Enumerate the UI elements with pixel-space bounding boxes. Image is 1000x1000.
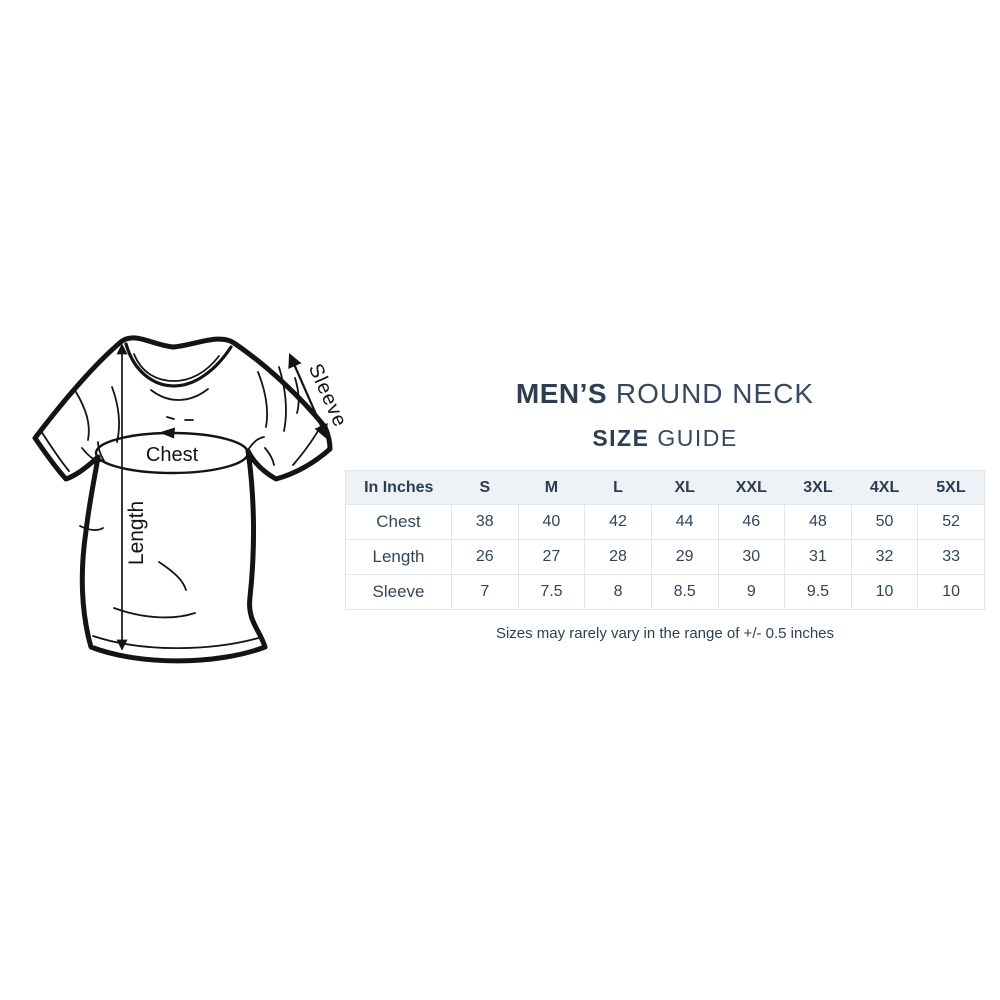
title-product-type: ROUND NECK	[615, 378, 815, 409]
size-table: In Inches S M L XL XXL 3XL 4XL 5XL Chest…	[345, 470, 985, 610]
tshirt-measurement-diagram: Chest Length Sleeve	[22, 328, 344, 672]
length-xxl: 30	[717, 539, 786, 575]
chest-measure-arrowhead	[159, 427, 175, 439]
tshirt-illustration: Chest Length Sleeve	[32, 335, 344, 664]
length-xl: 29	[650, 539, 719, 575]
sleeve-3xl: 9.5	[784, 574, 852, 610]
sleeve-l: 8	[584, 574, 652, 610]
sleeve-measure-arrow	[288, 353, 328, 439]
sleeve-xl: 8.5	[650, 574, 719, 610]
collar-inner-curve	[124, 342, 233, 388]
column-header-5xl: 5XL	[917, 470, 985, 505]
column-header-l: L	[584, 470, 652, 505]
page-subtitle: SIZE GUIDE	[345, 426, 985, 450]
sleeve-s: 7	[451, 574, 519, 610]
collar-band-line	[133, 353, 220, 382]
column-header-xl: XL	[651, 470, 718, 505]
row-label-length: Length	[345, 539, 452, 575]
chest-5xl: 52	[917, 504, 985, 540]
column-header-m: M	[518, 470, 585, 505]
length-3xl: 31	[784, 539, 852, 575]
chest-label: Chest	[146, 444, 199, 466]
chest-l: 42	[584, 504, 652, 540]
tshirt-outline	[32, 335, 333, 664]
title-product-gender: MEN’S	[515, 378, 608, 409]
column-header-s: S	[451, 470, 519, 505]
chest-m: 40	[517, 504, 586, 540]
size-guide-panel: MEN’S ROUND NECK SIZE GUIDE In Inches S …	[345, 0, 985, 1000]
column-header-xxl: XXL	[718, 470, 785, 505]
chest-s: 38	[451, 504, 519, 540]
table-row-sleeve: Sleeve 7 7.5 8 8.5 9 9.5 10 10	[345, 574, 985, 610]
length-4xl: 32	[850, 539, 919, 575]
size-table-header-row: In Inches S M L XL XXL 3XL 4XL 5XL	[345, 470, 985, 505]
table-row-length: Length 26 27 28 29 30 31 32 33	[345, 539, 985, 575]
chest-4xl: 50	[850, 504, 919, 540]
table-row-chest: Chest 38 40 42 44 46 48 50 52	[345, 504, 985, 540]
subtitle-size-word: SIZE	[592, 425, 650, 451]
sleeve-m: 7.5	[517, 574, 586, 610]
row-label-chest: Chest	[345, 504, 452, 540]
length-s: 26	[451, 539, 519, 575]
column-header-unit: In Inches	[345, 470, 452, 505]
length-label: Length	[125, 501, 148, 565]
size-disclaimer: Sizes may rarely vary in the range of +/…	[495, 625, 835, 642]
length-l: 28	[584, 539, 652, 575]
chest-3xl: 48	[784, 504, 852, 540]
sleeve-xxl: 9	[717, 574, 786, 610]
sleeve-4xl: 10	[850, 574, 919, 610]
length-m: 27	[517, 539, 586, 575]
chest-xxl: 46	[717, 504, 786, 540]
sleeve-5xl: 10	[917, 574, 985, 610]
chest-xl: 44	[650, 504, 719, 540]
page-title: MEN’S ROUND NECK	[345, 379, 985, 409]
subtitle-guide-word: GUIDE	[657, 425, 738, 451]
column-header-4xl: 4XL	[851, 470, 918, 505]
length-5xl: 33	[917, 539, 985, 575]
column-header-3xl: 3XL	[784, 470, 852, 505]
row-label-sleeve: Sleeve	[345, 574, 452, 610]
